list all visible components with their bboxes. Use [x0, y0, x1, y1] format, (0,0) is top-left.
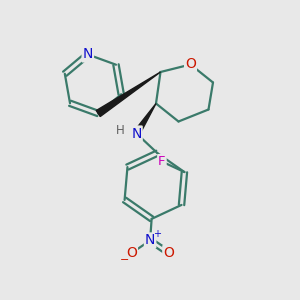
Polygon shape — [96, 72, 160, 116]
Text: N: N — [82, 47, 93, 61]
Text: O: O — [126, 246, 137, 260]
Text: H: H — [116, 124, 124, 137]
Text: F: F — [158, 155, 166, 168]
Text: O: O — [163, 246, 174, 260]
Text: O: O — [185, 58, 196, 71]
Text: N: N — [131, 127, 142, 140]
Text: N: N — [145, 233, 155, 248]
Text: +: + — [153, 229, 161, 239]
Polygon shape — [134, 103, 156, 135]
Text: −: − — [120, 255, 130, 265]
